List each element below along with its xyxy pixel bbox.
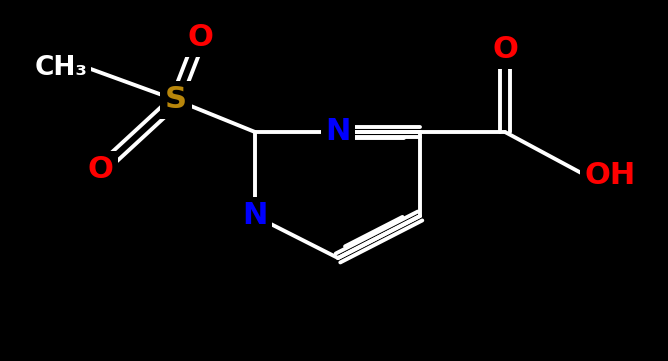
Text: O: O bbox=[187, 23, 213, 52]
Text: CH₃: CH₃ bbox=[35, 55, 88, 81]
Text: O: O bbox=[87, 156, 113, 184]
Text: O: O bbox=[492, 35, 518, 65]
Text: N: N bbox=[242, 201, 268, 231]
Text: S: S bbox=[165, 86, 187, 114]
Text: OH: OH bbox=[585, 161, 636, 190]
Text: N: N bbox=[325, 117, 351, 147]
